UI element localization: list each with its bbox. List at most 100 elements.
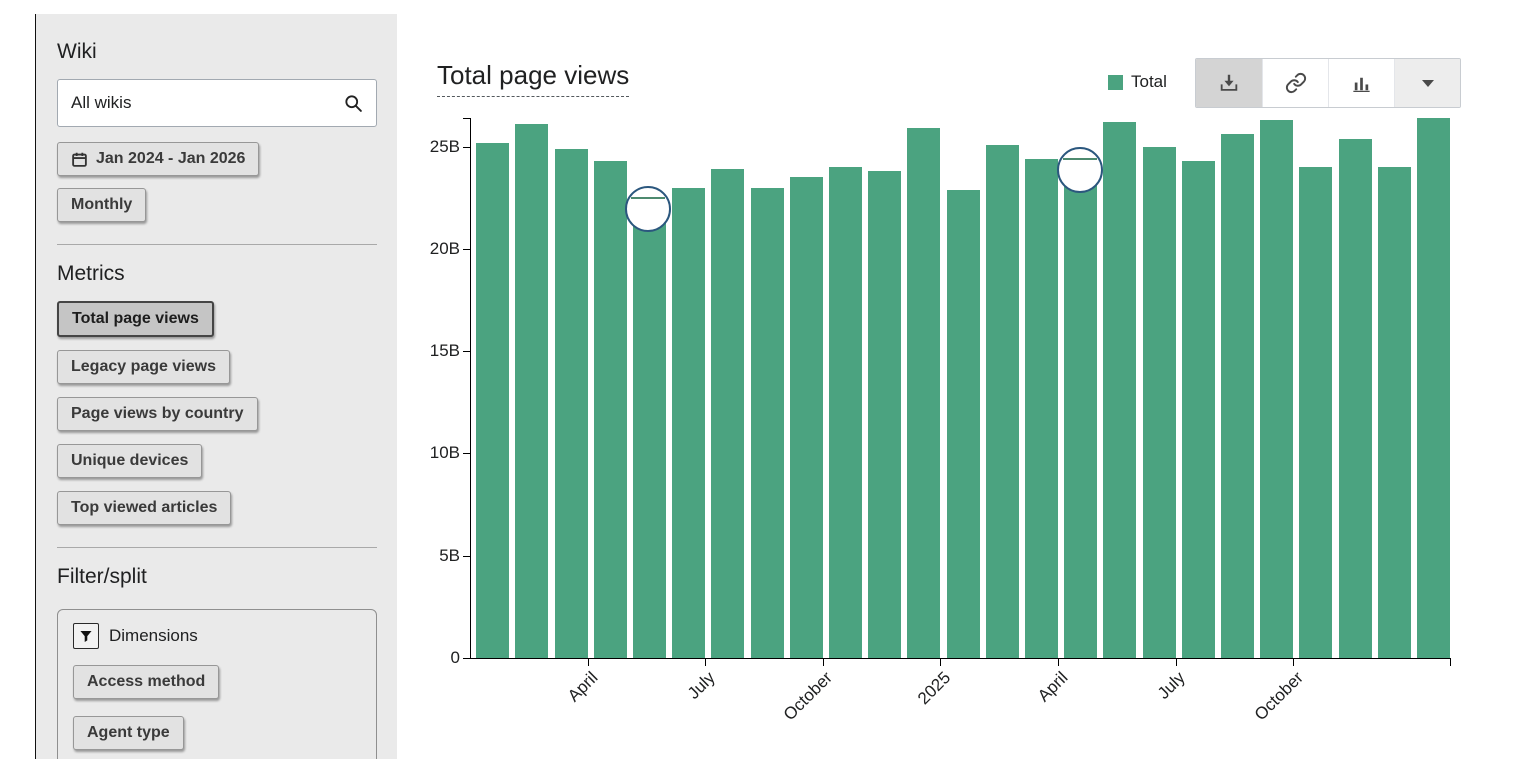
y-axis-tick <box>463 248 470 250</box>
bar-dec-2025[interactable] <box>1377 167 1411 658</box>
chart-toolbar <box>1195 58 1461 108</box>
calendar-icon <box>71 151 88 168</box>
bar-jan-2026[interactable] <box>1416 118 1450 658</box>
x-axis-tick <box>1058 659 1059 666</box>
wiki-search-value: All wikis <box>71 93 132 112</box>
more-options-button[interactable] <box>1394 59 1460 107</box>
bar-feb-2025[interactable] <box>985 144 1019 658</box>
y-axis-label: 25B <box>429 136 460 156</box>
bar-oct-2025[interactable] <box>1299 167 1333 658</box>
bar-oct-2024[interactable] <box>828 167 862 658</box>
date-range-label: Jan 2024 - Jan 2026 <box>96 150 246 167</box>
metric-unique-devices[interactable]: Unique devices <box>57 444 203 478</box>
bar-apr-2024[interactable] <box>593 161 627 658</box>
y-axis-tick <box>463 453 470 455</box>
sidebar: Wiki All wikis Jan 2024 - Jan 2026 Month… <box>35 14 397 759</box>
bar-jan-2025[interactable] <box>946 189 980 658</box>
bar-apr-2025[interactable] <box>1064 156 1098 658</box>
bar-mar-2025[interactable] <box>1024 158 1058 658</box>
download-button[interactable] <box>1196 59 1262 107</box>
bar-aug-2024[interactable] <box>750 187 784 658</box>
bar-jan-2024[interactable] <box>476 142 510 658</box>
bar-feb-2024[interactable] <box>515 124 549 658</box>
legend: Total <box>1108 72 1167 92</box>
dimension-access-method[interactable]: Access method <box>73 665 220 699</box>
x-axis-tick <box>1293 659 1295 666</box>
dimensions-header: Dimensions <box>73 623 361 649</box>
wikistats-app: Wiki All wikis Jan 2024 - Jan 2026 Month… <box>35 14 1538 759</box>
y-axis-label: 20B <box>429 238 460 258</box>
x-axis-label: October <box>1250 668 1307 725</box>
dimensions-panel: Dimensions Access method Agent type <box>57 609 377 759</box>
annotation-marker-may-2024[interactable] <box>625 185 672 232</box>
chart-type-button[interactable] <box>1328 59 1394 107</box>
y-axis-label: 15B <box>429 341 460 361</box>
legend-label-total: Total <box>1131 72 1167 91</box>
wiki-search-input[interactable]: All wikis <box>57 79 377 127</box>
annotation-marker-apr-2025[interactable] <box>1056 146 1103 193</box>
metric-total-page-views[interactable]: Total page views <box>57 301 214 337</box>
download-icon <box>1218 72 1240 94</box>
x-axis-tick <box>822 659 824 666</box>
bar-may-2025[interactable] <box>1103 122 1137 658</box>
metric-legacy-page-views[interactable]: Legacy page views <box>57 350 230 384</box>
y-axis-tick <box>463 658 470 659</box>
main-content: Total page views Total 0 5B 10B 15B 20B 25B Ap… <box>397 14 1538 759</box>
bar-sep-2024[interactable] <box>789 177 823 658</box>
y-axis-tick <box>463 146 470 148</box>
bar-jun-2024[interactable] <box>672 187 706 658</box>
bar-aug-2025[interactable] <box>1220 134 1254 658</box>
bar-dec-2024[interactable] <box>907 128 941 658</box>
y-axis-tick <box>463 351 470 353</box>
legend-swatch-total <box>1108 74 1123 90</box>
x-axis-label: October <box>780 668 837 725</box>
link-icon <box>1285 72 1307 94</box>
permalink-button[interactable] <box>1262 59 1328 107</box>
x-axis-tick <box>1175 659 1177 666</box>
bar-nov-2024[interactable] <box>868 171 902 658</box>
x-axis-tick <box>1450 659 1451 666</box>
bar-chart-icon <box>1350 72 1373 95</box>
dimensions-label: Dimensions <box>109 626 198 645</box>
divider <box>57 244 377 245</box>
bar-jul-2024[interactable] <box>711 169 745 658</box>
divider <box>57 547 377 548</box>
metrics-heading: Metrics <box>57 262 125 285</box>
x-axis-label: April <box>1033 668 1072 706</box>
chevron-down-icon <box>1421 79 1435 88</box>
interval-button[interactable]: Monthly <box>57 188 147 222</box>
y-axis-label: 5B <box>439 545 460 565</box>
bar-mar-2024[interactable] <box>554 148 588 658</box>
bar-chart: 0 5B 10B 15B 20B 25B April July October 2025 April… <box>410 118 1470 758</box>
x-axis-tick <box>940 659 942 666</box>
x-axis-label: April <box>563 668 602 706</box>
annotation-bar-edge <box>1062 157 1097 160</box>
wiki-heading: Wiki <box>57 40 97 63</box>
date-range-button[interactable]: Jan 2024 - Jan 2026 <box>57 142 260 176</box>
y-axis-tick <box>463 555 470 557</box>
metrics-list: Total page views Legacy page views Page vi… <box>57 301 377 525</box>
bar-nov-2025[interactable] <box>1338 138 1372 658</box>
bar-may-2024[interactable] <box>632 195 666 658</box>
filter-funnel-icon <box>73 623 99 649</box>
x-axis-tick <box>705 659 707 666</box>
y-axis-label: 10B <box>429 443 460 463</box>
metric-top-viewed-articles[interactable]: Top viewed articles <box>57 491 232 525</box>
chart-title: Total page views <box>437 60 630 97</box>
x-axis-label: July <box>683 668 719 703</box>
plot-area <box>470 118 1451 659</box>
x-axis-label: July <box>1154 668 1190 703</box>
y-axis-tick <box>463 118 470 119</box>
bar-sep-2025[interactable] <box>1260 120 1294 658</box>
x-axis-tick <box>587 659 589 666</box>
x-axis-label: 2025 <box>913 668 954 709</box>
bar-jun-2025[interactable] <box>1142 146 1176 658</box>
dimension-agent-type[interactable]: Agent type <box>73 716 184 750</box>
annotation-bar-edge <box>631 196 666 199</box>
dimension-buttons: Access method Agent type <box>73 665 361 750</box>
bar-jul-2025[interactable] <box>1181 161 1215 658</box>
metric-page-views-by-country[interactable]: Page views by country <box>57 397 258 431</box>
filter-split-heading: Filter/split <box>57 565 147 588</box>
search-icon <box>343 93 363 113</box>
y-axis-label: 0 <box>450 648 460 667</box>
